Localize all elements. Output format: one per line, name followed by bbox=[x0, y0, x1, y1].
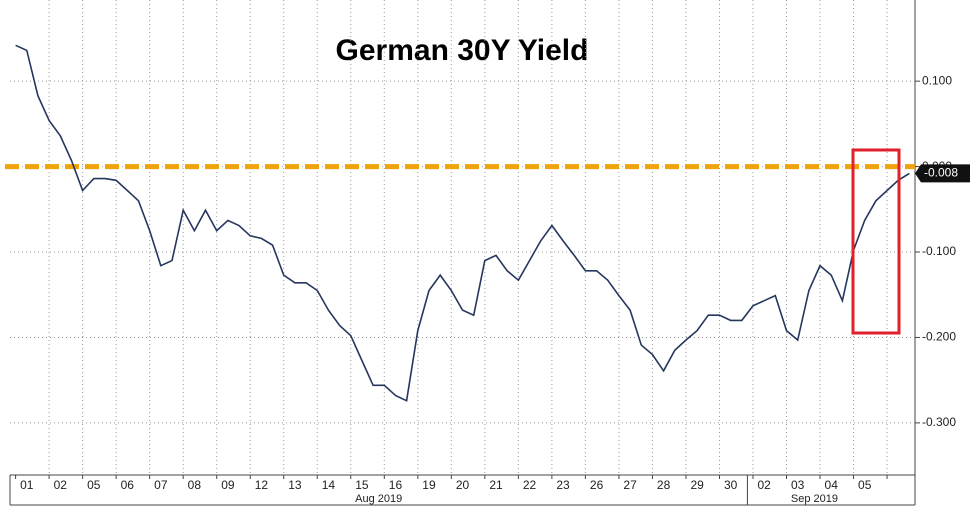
y-tick-label: -0.100 bbox=[922, 244, 956, 258]
x-tick-label: 14 bbox=[322, 478, 336, 492]
x-tick-label: 16 bbox=[389, 478, 403, 492]
x-tick-label: 05 bbox=[87, 478, 101, 492]
last-value-flag bbox=[915, 164, 970, 183]
x-tick-label: 01 bbox=[20, 478, 34, 492]
x-tick-label: 02 bbox=[54, 478, 68, 492]
x-tick-label: 22 bbox=[523, 478, 537, 492]
x-tick-label: 26 bbox=[590, 478, 604, 492]
x-tick-label: 04 bbox=[825, 478, 839, 492]
highlight-box bbox=[851, 148, 901, 335]
y-tick-label: -0.200 bbox=[922, 330, 956, 344]
x-tick-label: 30 bbox=[724, 478, 738, 492]
last-value-label: -0.008 bbox=[924, 166, 958, 180]
x-tick-label: 12 bbox=[255, 478, 269, 492]
chart-title: German 30Y Yield bbox=[336, 34, 589, 67]
month-label: Sep 2019 bbox=[791, 493, 838, 505]
x-tick-label: 29 bbox=[690, 478, 704, 492]
x-tick-label: 15 bbox=[355, 478, 369, 492]
x-tick-label: 02 bbox=[757, 478, 771, 492]
x-tick-label: 08 bbox=[188, 478, 202, 492]
x-tick-label: 19 bbox=[422, 478, 436, 492]
y-tick-label: 0.100 bbox=[922, 73, 952, 87]
x-tick-label: 28 bbox=[657, 478, 671, 492]
series-line bbox=[15, 44, 910, 402]
x-tick-label: 20 bbox=[456, 478, 470, 492]
month-label: Aug 2019 bbox=[355, 493, 402, 505]
x-tick-label: 23 bbox=[556, 478, 570, 492]
x-tick-label: 03 bbox=[791, 478, 805, 492]
x-tick-label: 13 bbox=[288, 478, 302, 492]
x-tick-label: 21 bbox=[489, 478, 503, 492]
x-tick-label: 09 bbox=[221, 478, 235, 492]
x-tick-label: 07 bbox=[154, 478, 168, 492]
y-tick-label: -0.300 bbox=[922, 415, 956, 429]
x-tick-label: 27 bbox=[623, 478, 637, 492]
plot-area bbox=[10, 0, 915, 475]
x-tick-label: 06 bbox=[121, 478, 135, 492]
x-tick-label: 05 bbox=[858, 478, 872, 492]
